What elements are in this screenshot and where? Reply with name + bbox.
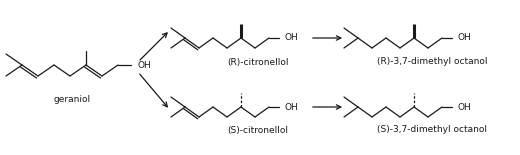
Text: (S)-citronellol: (S)-citronellol <box>228 126 289 135</box>
Text: (R)-citronellol: (R)-citronellol <box>227 58 289 66</box>
Text: OH: OH <box>458 102 472 111</box>
Text: OH: OH <box>285 33 298 42</box>
Text: (R)-3,7-dimethyl octanol: (R)-3,7-dimethyl octanol <box>377 58 487 66</box>
Text: OH: OH <box>458 33 472 42</box>
Text: OH: OH <box>285 102 298 111</box>
Text: OH: OH <box>138 60 151 69</box>
Text: (S)-3,7-dimethyl octanol: (S)-3,7-dimethyl octanol <box>377 126 487 135</box>
Text: geraniol: geraniol <box>54 95 90 104</box>
